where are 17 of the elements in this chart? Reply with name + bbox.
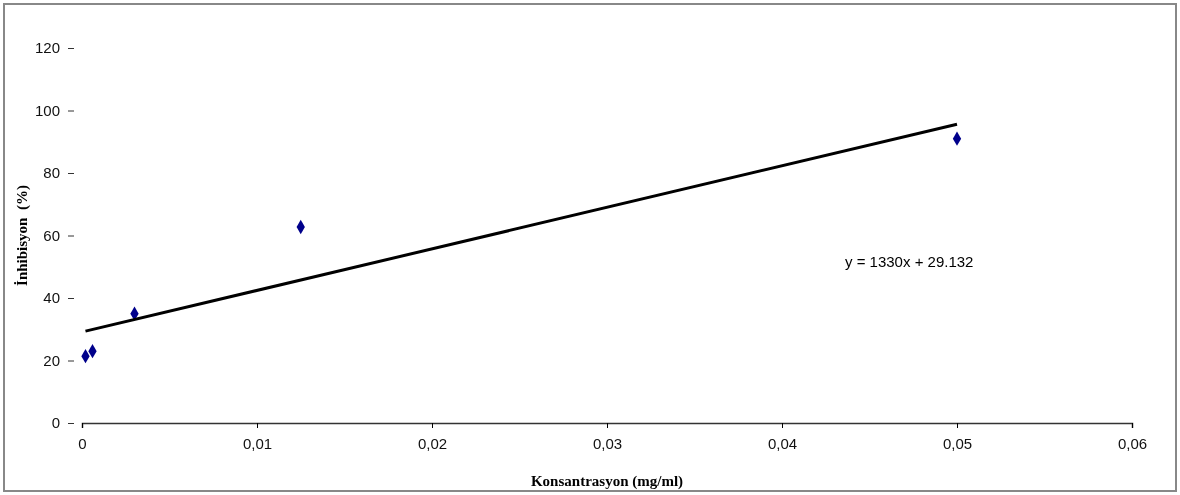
y-axis-title: İnhibisyon (%) bbox=[14, 185, 31, 286]
y-tick-label: 40 bbox=[43, 289, 60, 307]
y-tick-label: 120 bbox=[34, 39, 60, 57]
x-tick-label: 0,04 bbox=[767, 434, 798, 452]
x-tick-label: 0,01 bbox=[242, 434, 273, 452]
x-tick-label: 0,06 bbox=[1117, 434, 1148, 452]
annotation: y = 1330x + 29.132 bbox=[845, 253, 974, 270]
y-tick-label: 100 bbox=[34, 101, 60, 119]
y-tick-label: 60 bbox=[43, 226, 60, 244]
x-axis-title: Konsantrasyon (mg/ml) bbox=[530, 473, 684, 490]
x-tick-label: 0 bbox=[78, 434, 87, 452]
x-tick-label: 0,05 bbox=[942, 434, 973, 452]
x-tick-label: 0,02 bbox=[417, 434, 448, 452]
y-tick-label: 0 bbox=[51, 414, 60, 432]
x-tick-label: 0,03 bbox=[592, 434, 623, 452]
y-tick-label: 20 bbox=[43, 351, 60, 369]
y-tick-label: 80 bbox=[43, 164, 60, 182]
